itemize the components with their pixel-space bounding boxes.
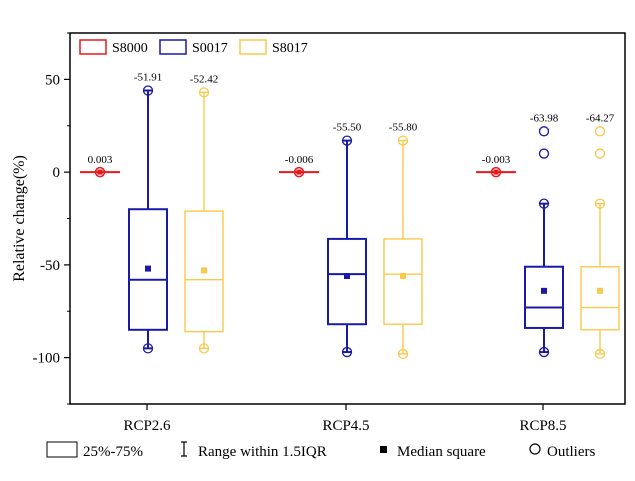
data-label: -52.42: [190, 73, 218, 85]
whisker-end-circle: [538, 198, 550, 209]
whisker-end-circle: [538, 346, 550, 358]
bottom-legend-median-square: [380, 446, 387, 453]
whisker-end-circle: [198, 343, 210, 354]
whisker-end-circle: [397, 135, 409, 146]
outlier-circle: [538, 126, 550, 137]
x-tick-label: RCP8.5: [519, 418, 566, 434]
whisker-end-circle: [594, 348, 606, 360]
s8000-outlier-circle: [94, 166, 106, 178]
y-axis-label: Relative change(%): [11, 155, 28, 282]
median-square: [201, 267, 207, 274]
median-square: [145, 265, 151, 272]
s8000-median-square: [493, 169, 499, 175]
bottom-legend-label: 25%-75%: [83, 444, 143, 460]
x-tick-label: RCP4.5: [322, 418, 369, 434]
data-label: -51.91: [134, 72, 162, 84]
whisker-end-circle: [142, 343, 154, 354]
legend-swatch: [239, 39, 267, 55]
median-square: [400, 273, 406, 280]
bottom-legend-circle: [529, 443, 541, 455]
legend-swatch: [159, 39, 187, 55]
whisker-end-circle: [198, 87, 210, 98]
whisker-end-circle: [142, 85, 154, 96]
outlier-circle: [594, 148, 606, 159]
s8000-median-square: [296, 169, 302, 175]
box-iqr: [383, 238, 423, 325]
s8000-median-square: [97, 169, 103, 175]
outlier-circle: [538, 148, 550, 159]
legend-label: S8017: [272, 41, 308, 56]
x-tick-label: RCP2.6: [123, 418, 171, 434]
data-label: -64.27: [586, 112, 615, 124]
s8000-outlier-circle: [293, 166, 305, 178]
y-tick-label: 0: [53, 165, 61, 181]
whisker-end-circle: [341, 346, 353, 358]
whisker-end-circle: [397, 348, 409, 360]
median-square: [344, 273, 350, 280]
data-label: -55.80: [389, 122, 418, 134]
legend-swatch: [79, 39, 107, 55]
bottom-legend-label: Median square: [397, 444, 486, 460]
box-iqr: [327, 237, 367, 326]
whisker-end-circle: [341, 135, 353, 146]
median-square: [597, 287, 603, 294]
legend-label: S8000: [112, 41, 148, 56]
whisker-end-circle: [594, 198, 606, 209]
box-iqr: [128, 208, 168, 331]
data-label: -0.006: [285, 154, 314, 166]
y-tick-label: 50: [45, 72, 60, 88]
bottom-legend-label: Range within 1.5IQR: [198, 444, 327, 460]
s8000-outlier-circle: [490, 166, 502, 178]
data-label: -63.98: [530, 112, 559, 124]
box-iqr: [184, 210, 224, 333]
outlier-circle: [594, 126, 606, 137]
median-square: [541, 287, 547, 294]
box-iqr: [580, 266, 620, 331]
data-label: -0.003: [482, 154, 511, 166]
y-tick-label: -50: [40, 258, 60, 274]
bottom-legend-label: Outliers: [547, 444, 595, 460]
legend-label: S0017: [192, 41, 228, 56]
box-iqr: [524, 265, 564, 329]
bottom-legend-box-symbol: [46, 441, 78, 458]
data-label: -55.50: [333, 122, 362, 134]
data-label: 0.003: [88, 154, 113, 166]
y-tick-label: -100: [33, 351, 61, 367]
